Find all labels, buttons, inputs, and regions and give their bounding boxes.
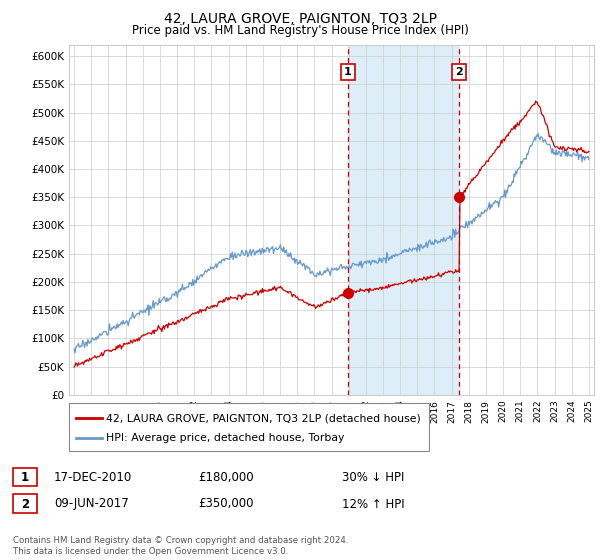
Text: 2: 2 [455,67,463,77]
Text: 2: 2 [21,497,29,511]
Text: Contains HM Land Registry data © Crown copyright and database right 2024.
This d: Contains HM Land Registry data © Crown c… [13,536,349,556]
Text: HPI: Average price, detached house, Torbay: HPI: Average price, detached house, Torb… [106,433,344,444]
Text: 1: 1 [344,67,352,77]
Text: Price paid vs. HM Land Registry's House Price Index (HPI): Price paid vs. HM Land Registry's House … [131,24,469,37]
Text: 1: 1 [21,470,29,484]
Text: 42, LAURA GROVE, PAIGNTON, TQ3 2LP: 42, LAURA GROVE, PAIGNTON, TQ3 2LP [163,12,437,26]
Text: 30% ↓ HPI: 30% ↓ HPI [342,470,404,484]
Text: 09-JUN-2017: 09-JUN-2017 [54,497,129,511]
Text: £350,000: £350,000 [198,497,254,511]
Text: 42, LAURA GROVE, PAIGNTON, TQ3 2LP (detached house): 42, LAURA GROVE, PAIGNTON, TQ3 2LP (deta… [106,413,421,423]
Text: 12% ↑ HPI: 12% ↑ HPI [342,497,404,511]
Bar [348,45,459,395]
Text: 17-DEC-2010: 17-DEC-2010 [54,470,132,484]
Text: £180,000: £180,000 [198,470,254,484]
